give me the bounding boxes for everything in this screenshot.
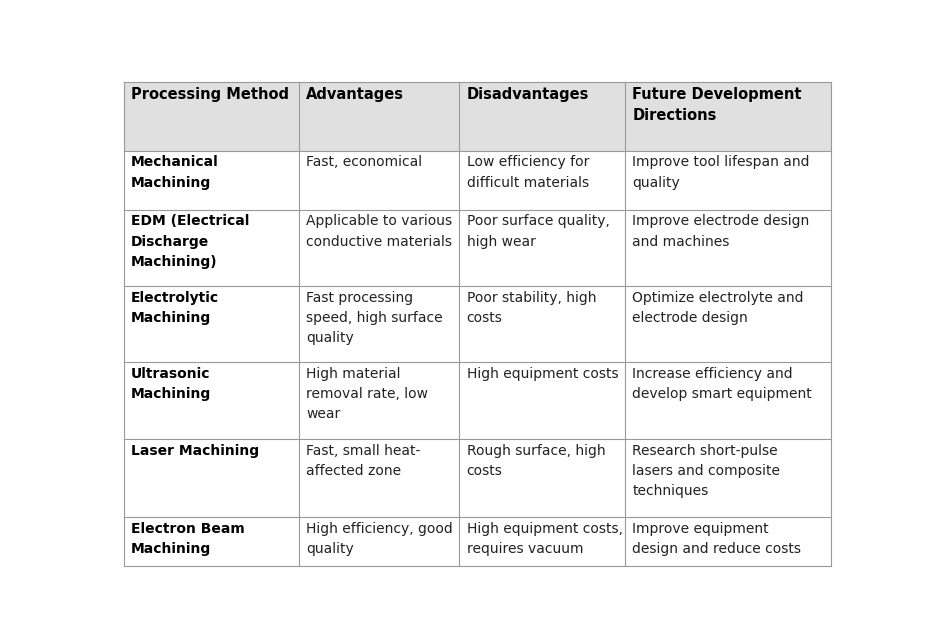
Text: Applicable to various
conductive materials: Applicable to various conductive materia… [306, 215, 452, 249]
Text: Ultrasonic
Machining: Ultrasonic Machining [130, 367, 211, 401]
Text: Laser Machining: Laser Machining [130, 444, 259, 458]
Text: Rough surface, high
costs: Rough surface, high costs [466, 444, 605, 478]
Text: High material
removal rate, low
wear: High material removal rate, low wear [306, 367, 428, 421]
Bar [625, 517, 830, 565]
Text: Advantages: Advantages [306, 87, 404, 102]
Text: Low efficiency for
difficult materials: Low efficiency for difficult materials [466, 156, 589, 190]
Bar [459, 517, 625, 565]
Text: Future Development
Directions: Future Development Directions [632, 87, 802, 123]
Bar [299, 517, 459, 565]
Text: Increase efficiency and
develop smart equipment: Increase efficiency and develop smart eq… [632, 367, 812, 401]
Text: Improve equipment
design and reduce costs: Improve equipment design and reduce cost… [632, 522, 802, 556]
Text: Electrolytic
Machining: Electrolytic Machining [130, 291, 219, 325]
Text: High equipment costs: High equipment costs [466, 367, 618, 381]
Text: Optimize electrolyte and
electrode design: Optimize electrolyte and electrode desig… [632, 291, 803, 325]
Text: Disadvantages: Disadvantages [466, 87, 589, 102]
Text: Mechanical
Machining: Mechanical Machining [130, 156, 219, 190]
Text: EDM (Electrical
Discharge
Machining): EDM (Electrical Discharge Machining) [130, 215, 250, 269]
Text: Processing Method: Processing Method [130, 87, 289, 102]
Text: Research short-pulse
lasers and composite
techniques: Research short-pulse lasers and composit… [632, 444, 780, 498]
Text: Fast, economical: Fast, economical [306, 156, 423, 169]
Text: Electron Beam
Machining: Electron Beam Machining [130, 522, 245, 556]
Bar [124, 517, 299, 565]
Text: Improve tool lifespan and
quality: Improve tool lifespan and quality [632, 156, 810, 190]
Text: Fast processing
speed, high surface
quality: Fast processing speed, high surface qual… [306, 291, 443, 345]
Text: Poor surface quality,
high wear: Poor surface quality, high wear [466, 215, 610, 249]
Text: Fast, small heat-
affected zone: Fast, small heat- affected zone [306, 444, 421, 478]
Text: Poor stability, high
costs: Poor stability, high costs [466, 291, 596, 325]
Text: Improve electrode design
and machines: Improve electrode design and machines [632, 215, 809, 249]
Text: High efficiency, good
quality: High efficiency, good quality [306, 522, 453, 556]
Text: High equipment costs,
requires vacuum: High equipment costs, requires vacuum [466, 522, 623, 556]
